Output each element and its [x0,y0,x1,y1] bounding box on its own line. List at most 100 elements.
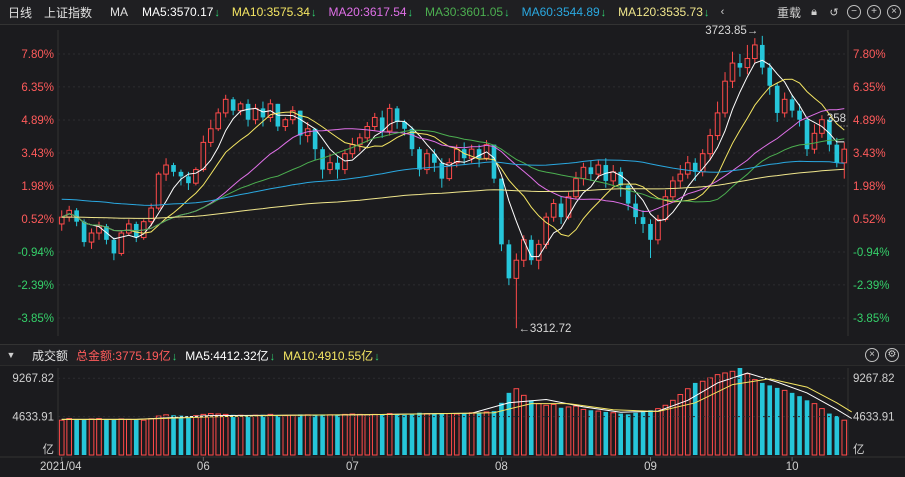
volume-bar [752,379,758,456]
volume-bar [841,419,848,456]
candle-body [707,135,713,155]
volume-bar [610,412,617,456]
price-tick-label-left: 7.80% [21,49,54,61]
volume-bar [155,415,162,456]
volume-bar [193,415,199,456]
volume-bar [320,414,325,455]
price-tick-label-left: 6.35% [21,82,54,94]
lock-icon[interactable]: 🔒︎ [811,5,817,18]
price-tick-label-right: 4.89% [853,115,886,127]
volume-bar [528,400,534,455]
volume-bar [640,411,646,455]
candle-body [744,58,751,69]
ma-indicator-label[interactable]: MA [110,5,129,19]
prev-page-icon[interactable]: ‹ [720,6,725,18]
candle-body [245,103,251,120]
candle-body [394,108,400,122]
volume-bar [834,416,840,455]
volume-bar [81,419,87,455]
ma20-value: MA20:3617.54↓ [328,5,414,19]
index-name[interactable]: 上证指数 [44,5,93,20]
low-price-annotation: ←3312.72 [518,323,571,335]
volume-bar [432,413,437,455]
volume-bar [245,415,251,455]
price-tick-label-left: -3.85% [18,313,54,325]
volume-ma10: MA10:4910.55亿↓ [283,348,380,363]
ma10-line [61,78,845,237]
candle-body [565,196,572,218]
candle-body [722,80,728,114]
candle-body [58,216,65,225]
candle-body [193,169,199,184]
ma60-line [61,159,845,206]
volume-bar [729,370,736,456]
candle-body [595,164,602,175]
volume-bar [714,374,721,456]
volume-bar [558,407,564,455]
rights-button[interactable]: 重载 [776,5,801,20]
candle-body [215,112,222,130]
volume-bar [535,403,542,456]
volume-bar [304,414,311,456]
ma10-value: MA10:3575.34↓ [231,5,317,19]
candle-body [781,98,788,114]
ma120-value: MA120:3535.73↓ [618,5,710,19]
candle-body [312,128,318,150]
candle-body [148,207,154,223]
zoom-out-icon[interactable]: − [847,5,861,19]
volume-bar [461,413,467,455]
candle-body [655,218,661,241]
candle-body [648,223,653,240]
candle-body [804,119,810,150]
volume-bar [618,413,623,455]
volume-bar [648,410,653,455]
candle-body [774,85,780,113]
price-tick-label-right: 6.35% [853,82,886,94]
volume-bar [178,415,184,455]
volume-close-icon[interactable]: × [865,348,879,362]
volume-bar [66,418,72,456]
volume-bar [215,413,222,456]
volume-bar [289,414,296,456]
volume-unit-left: 亿 [43,443,55,456]
candle-body [677,173,684,182]
price-tick-label-right: -3.85% [853,313,889,325]
volume-bar [670,399,676,456]
candle-body [118,232,125,254]
volume-bar [684,388,691,456]
candle-body [335,162,340,170]
candle-body [371,116,378,128]
candle-body [237,103,244,112]
volume-bar [767,385,773,455]
ma30-line [61,129,845,232]
undo-icon[interactable]: ↺ [829,6,839,19]
volume-bar [312,415,318,455]
volume-bar [677,394,684,456]
volume-title[interactable]: 成交额 [32,348,69,363]
volume-bar [513,388,520,456]
volume-ma10-line [61,378,852,420]
volume-bar [737,368,743,455]
volume-bar [476,412,482,455]
price-volume-chart[interactable]: 7.80% 7.80% 6.35% 6.35% 4.89% 4.89% 3.43% 3.43%… [0,24,905,477]
volume-settings-icon[interactable]: ⚙ [885,348,899,362]
volume-bar [171,415,176,455]
close-icon[interactable]: × [887,5,901,19]
collapse-icon[interactable]: ▼ [6,350,16,360]
candle-body [506,244,512,279]
volume-bar [774,387,780,455]
candle-body [789,99,795,111]
candle-body [386,107,393,132]
price-tick-label-right: -0.94% [853,247,889,259]
candle-body [186,176,191,184]
candle-body [752,44,758,60]
candle-body [252,107,259,121]
period-selector[interactable]: 日线 [8,5,33,20]
volume-bar [588,410,594,455]
volume-bar [789,392,795,455]
zoom-in-icon[interactable]: + [867,5,881,19]
ma120-line [61,168,845,219]
volume-bar [327,414,333,456]
volume-bar [439,413,445,455]
volume-bar [140,419,147,456]
